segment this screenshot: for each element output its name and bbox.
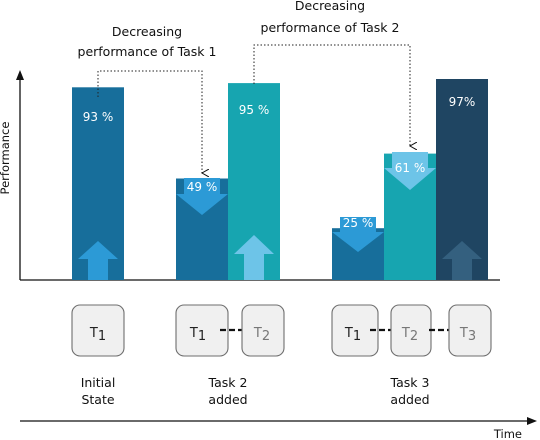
task-box-t3-stage3	[448, 304, 492, 357]
annotation-task1-line1: Decreasing	[112, 24, 182, 39]
value-label: 25 %	[343, 216, 374, 230]
y-axis-label: Performance	[0, 122, 12, 195]
annotation-task1-line2: performance of Task 1	[78, 44, 217, 59]
stage-caption-task2: added	[208, 392, 247, 407]
down-arrow-t1-task3	[332, 217, 384, 252]
time-axis-label: Time	[493, 427, 522, 440]
value-label: 61 %	[395, 161, 426, 175]
annotation-task2-line1: Decreasing	[295, 0, 365, 13]
stage-caption-task3: Task 3	[390, 375, 430, 390]
stage-caption-initial: Initial	[81, 375, 116, 390]
stage-caption-task2: Task 2	[208, 375, 248, 390]
up-arrow-t3	[442, 241, 482, 280]
value-label: 49 %	[187, 180, 218, 194]
up-arrow-t1	[78, 241, 118, 280]
annotation-task2-line2: performance of Task 2	[261, 20, 400, 35]
task-label-t2: T2	[253, 326, 270, 344]
down-arrow-t2-task3	[384, 152, 436, 190]
task-box-t2-stage2	[241, 304, 285, 357]
task-label-t1: T1	[344, 326, 361, 344]
stage-caption-task3: added	[390, 392, 429, 407]
up-arrow-t2	[234, 235, 274, 280]
task-label-t2: T2	[401, 326, 418, 344]
stage-caption-initial: State	[81, 392, 114, 407]
down-arrow-t1-task2	[176, 178, 228, 215]
task-box-t1-stage2	[175, 304, 229, 357]
task-box-t1-stage3	[331, 304, 379, 357]
value-label: 97%	[449, 95, 476, 109]
value-label: 95 %	[239, 103, 270, 117]
y-axis-arrowhead	[16, 70, 24, 80]
task-label-t1: T1	[89, 326, 106, 344]
time-axis-arrowhead	[527, 417, 537, 425]
task-box-t1-initial	[71, 304, 125, 357]
dotted-connector-task2	[253, 44, 410, 146]
value-label: 93 %	[83, 110, 114, 124]
task-label-t3: T3	[459, 326, 476, 344]
task-label-t1: T1	[189, 326, 206, 344]
dotted-connector-task1	[97, 70, 202, 173]
